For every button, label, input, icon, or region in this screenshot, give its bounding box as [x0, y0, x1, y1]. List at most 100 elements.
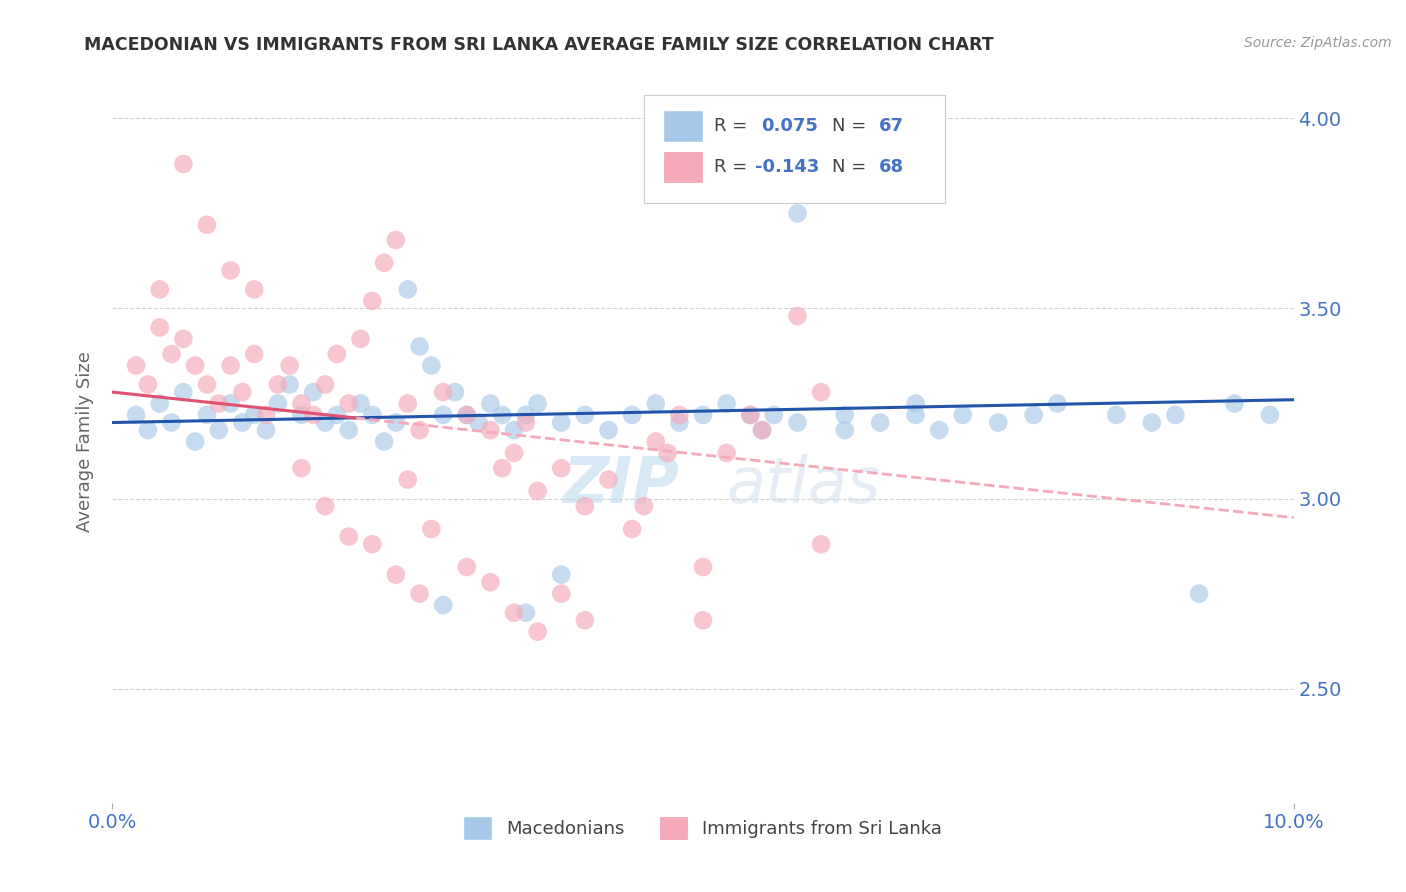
Point — [219, 359, 242, 373]
Point — [657, 446, 679, 460]
Point — [361, 293, 384, 308]
Legend: Macedonians, Immigrants from Sri Lanka: Macedonians, Immigrants from Sri Lanka — [456, 808, 950, 848]
Point — [302, 408, 325, 422]
Point — [219, 396, 242, 410]
Point — [254, 423, 277, 437]
FancyBboxPatch shape — [644, 95, 945, 203]
Point — [574, 613, 596, 627]
Point — [149, 396, 172, 410]
Point — [668, 416, 690, 430]
Point — [396, 473, 419, 487]
Point — [385, 416, 408, 430]
Point — [254, 408, 277, 422]
Text: R =: R = — [714, 158, 752, 176]
Point — [1223, 396, 1246, 410]
Point — [491, 461, 513, 475]
Point — [668, 408, 690, 422]
Point — [751, 423, 773, 437]
Point — [361, 537, 384, 551]
Point — [396, 396, 419, 410]
Point — [692, 560, 714, 574]
Point — [526, 624, 548, 639]
Point — [526, 483, 548, 498]
Point — [243, 408, 266, 422]
Point — [467, 416, 489, 430]
Point — [456, 560, 478, 574]
Point — [184, 359, 207, 373]
Point — [172, 385, 194, 400]
Point — [1022, 408, 1045, 422]
Point — [184, 434, 207, 449]
Point — [716, 396, 738, 410]
Point — [1046, 396, 1069, 410]
Point — [408, 339, 430, 353]
Point — [337, 396, 360, 410]
Point — [550, 416, 572, 430]
Point — [337, 530, 360, 544]
Point — [373, 434, 395, 449]
Point — [231, 385, 253, 400]
Point — [503, 446, 526, 460]
Point — [326, 347, 349, 361]
Point — [432, 598, 454, 612]
Point — [550, 461, 572, 475]
Text: -0.143: -0.143 — [755, 158, 820, 176]
Point — [172, 332, 194, 346]
Point — [267, 396, 290, 410]
Point — [786, 416, 808, 430]
Text: 0.075: 0.075 — [761, 117, 818, 135]
Point — [762, 408, 785, 422]
Point — [349, 332, 371, 346]
Point — [1140, 416, 1163, 430]
Text: Source: ZipAtlas.com: Source: ZipAtlas.com — [1244, 36, 1392, 50]
Point — [349, 396, 371, 410]
Point — [503, 423, 526, 437]
Text: N =: N = — [832, 117, 872, 135]
Point — [432, 385, 454, 400]
Point — [408, 587, 430, 601]
Point — [456, 408, 478, 422]
Point — [432, 408, 454, 422]
Point — [208, 423, 231, 437]
Point — [385, 233, 408, 247]
Point — [125, 408, 148, 422]
Point — [716, 446, 738, 460]
Point — [420, 359, 443, 373]
Point — [136, 377, 159, 392]
Point — [751, 423, 773, 437]
Point — [952, 408, 974, 422]
Point — [503, 606, 526, 620]
Point — [810, 385, 832, 400]
Point — [786, 309, 808, 323]
Point — [278, 377, 301, 392]
Point — [314, 377, 336, 392]
Point — [491, 408, 513, 422]
Point — [172, 157, 194, 171]
Point — [243, 347, 266, 361]
Point — [290, 461, 312, 475]
Text: MACEDONIAN VS IMMIGRANTS FROM SRI LANKA AVERAGE FAMILY SIZE CORRELATION CHART: MACEDONIAN VS IMMIGRANTS FROM SRI LANKA … — [84, 36, 994, 54]
Point — [834, 408, 856, 422]
Point — [574, 499, 596, 513]
Text: N =: N = — [832, 158, 872, 176]
Point — [278, 359, 301, 373]
Point — [550, 587, 572, 601]
Point — [160, 347, 183, 361]
Point — [208, 396, 231, 410]
Point — [396, 282, 419, 296]
Point — [456, 408, 478, 422]
Point — [314, 416, 336, 430]
Y-axis label: Average Family Size: Average Family Size — [76, 351, 94, 532]
Point — [361, 408, 384, 422]
Point — [160, 416, 183, 430]
Point — [267, 377, 290, 392]
Point — [515, 416, 537, 430]
Point — [195, 408, 218, 422]
Point — [621, 522, 644, 536]
Point — [373, 256, 395, 270]
Point — [987, 416, 1010, 430]
Point — [515, 408, 537, 422]
Point — [326, 408, 349, 422]
Point — [598, 473, 620, 487]
Point — [231, 416, 253, 430]
